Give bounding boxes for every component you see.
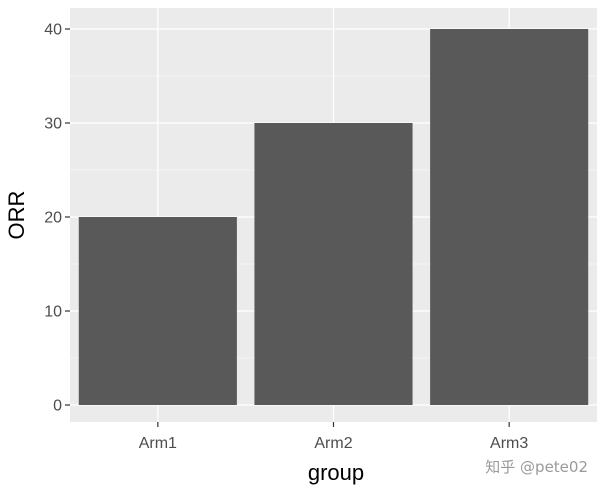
x-tick-label: Arm3 bbox=[490, 435, 528, 452]
y-tick-label: 0 bbox=[53, 398, 62, 415]
x-axis-title: group bbox=[308, 460, 364, 485]
x-axis: Arm1 Arm2 Arm3 bbox=[139, 422, 528, 452]
y-tick-label: 20 bbox=[44, 210, 62, 227]
bar-arm3 bbox=[430, 29, 589, 405]
bar-arm1 bbox=[78, 217, 237, 405]
y-tick-label: 30 bbox=[44, 116, 62, 133]
x-tick-label: Arm2 bbox=[314, 435, 352, 452]
y-tick-label: 10 bbox=[44, 304, 62, 321]
bar-arm2 bbox=[254, 123, 413, 405]
y-tick-label: 40 bbox=[44, 22, 62, 39]
x-tick-label: Arm1 bbox=[139, 435, 177, 452]
watermark-text: 知乎 @pete02 bbox=[485, 458, 588, 476]
y-axis: 0 10 20 30 40 bbox=[44, 22, 70, 415]
y-axis-title: ORR bbox=[4, 191, 29, 240]
bars bbox=[78, 29, 589, 405]
